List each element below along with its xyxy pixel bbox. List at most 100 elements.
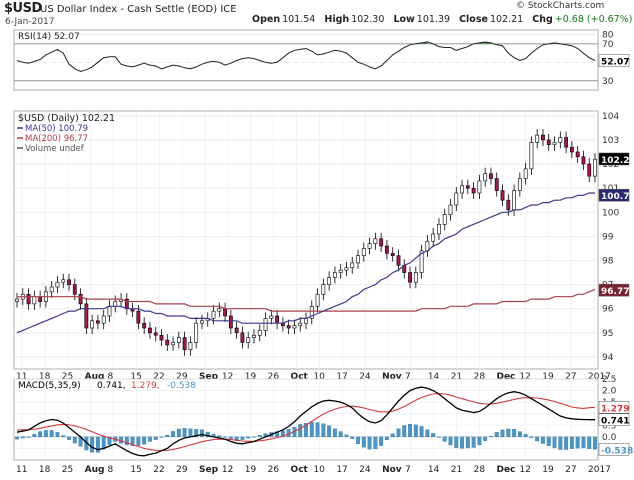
candle-up [309, 306, 314, 319]
candle-up [188, 342, 193, 351]
candle-up [373, 238, 378, 244]
macd-histogram-bar [344, 434, 349, 438]
macd-histogram-bar [67, 436, 71, 440]
candle-up [332, 272, 337, 278]
price-tick-label: 96 [602, 305, 614, 315]
macd-histogram-bar [587, 436, 592, 450]
candle-up [171, 342, 175, 346]
candle-up [558, 137, 563, 143]
macd-histogram-bar [408, 423, 412, 438]
macd-x-tick-label: 11 [16, 465, 27, 475]
macd-tick-label: 2.0 [602, 387, 617, 397]
macd-histogram-bar [298, 424, 303, 438]
macd-histogram-bar [356, 436, 360, 444]
rsi-legend: RSI(14) 52.07 [18, 32, 80, 42]
macd-x-tick-label: 24 [359, 465, 371, 475]
candle-down [153, 332, 158, 336]
candle-up [61, 279, 66, 283]
macd-x-tick-label: 2017 [588, 465, 611, 475]
macd-histogram-bar [327, 425, 332, 438]
macd-histogram-bar [361, 436, 366, 448]
macd-histogram-bar [26, 436, 31, 438]
price-x-tick-label: 8 [108, 372, 114, 382]
candle-down [240, 332, 245, 343]
price-x-tick-label: Oct [291, 372, 309, 382]
candle-up [593, 158, 597, 177]
close-label: Close [459, 14, 488, 25]
candle-up [361, 248, 366, 256]
macd-histogram-bar [471, 436, 476, 448]
candle-up [477, 180, 482, 194]
close-price-badge-bg [598, 152, 630, 166]
rsi-value-badge: 52.07 [601, 57, 629, 67]
macd-histogram-bar [575, 436, 580, 449]
candle-up [552, 142, 557, 146]
macd-histogram-bar [38, 431, 43, 438]
close-price-badge: 102.21 [601, 156, 634, 166]
macd-histogram-bar [159, 436, 164, 438]
price-x-tick-label: 29 [176, 372, 188, 382]
price-x-tick-label: 7 [405, 372, 411, 382]
chg-label: Chg [532, 14, 553, 25]
macd-histogram-bar [101, 436, 106, 450]
candle-down [136, 310, 141, 324]
candle-up [194, 322, 199, 343]
macd-histogram-bar [142, 436, 147, 445]
price-x-tick-label: 21 [451, 372, 462, 382]
instrument-name: US Dollar Index - Cash Settle (EOD) ICE [40, 4, 237, 15]
instrument-name-text: US Dollar Index - Cash Settle (EOD) [40, 4, 218, 15]
candle-down [159, 334, 164, 341]
ma50-badge-bg [598, 188, 630, 202]
macd-histogram-badge-bg [598, 443, 630, 456]
macd-histogram-bar [147, 436, 152, 442]
macd-histogram-bar [223, 436, 228, 438]
price-x-tick-label: 19 [542, 372, 554, 382]
macd-x-tick-label: Aug [85, 465, 105, 475]
candle-up [211, 310, 216, 319]
candle-up [437, 224, 441, 235]
candle-up [32, 296, 37, 305]
macd-histogram-bar [552, 436, 557, 449]
candle-up [419, 250, 424, 273]
macd-histogram-bar [153, 436, 158, 440]
candle-down [385, 245, 389, 254]
macd-x-tick-label: 7 [405, 465, 411, 475]
candle-down [408, 272, 412, 283]
candle-up [431, 233, 436, 242]
high-value: 102.30 [351, 14, 385, 25]
open-label: Open [252, 14, 281, 25]
candle-down [564, 137, 569, 148]
high-label: High [324, 14, 350, 25]
candle-up [413, 272, 418, 283]
candle-up [15, 298, 19, 302]
macd-histogram-bar [379, 436, 384, 446]
candle-up [321, 284, 326, 295]
macd-histogram-bar [367, 436, 372, 450]
candle-up [292, 325, 297, 329]
macd-histogram-bar [280, 430, 285, 438]
macd-histogram-bar [188, 428, 193, 438]
macd-histogram-bar [234, 436, 239, 441]
candle-up [263, 318, 268, 331]
macd-signal-badge: 1.279 [601, 404, 629, 414]
rsi-tick-label: 70 [602, 40, 614, 50]
macd-histogram-bar [228, 436, 233, 439]
candle-down [581, 156, 586, 165]
price-frame [13, 110, 599, 370]
macd-histogram-bar [384, 436, 389, 441]
rsi-tick-label: 80 [602, 31, 614, 41]
candle-up [55, 281, 60, 288]
candle-down [84, 303, 89, 329]
price-tick-label: 98 [602, 256, 614, 266]
macd-x-tick-label: 22 [153, 465, 164, 475]
macd-histogram-bar [431, 433, 436, 438]
price-x-tick-label: Sep [199, 372, 219, 382]
candle-up [535, 134, 540, 143]
price-x-tick-label: 19 [245, 372, 257, 382]
close-value: 102.21 [489, 14, 524, 25]
macd-histogram-bar [413, 424, 418, 438]
macd-histogram-bar [257, 435, 262, 438]
candle-up [176, 337, 181, 343]
macd-x-tick-label: 8 [108, 465, 114, 475]
